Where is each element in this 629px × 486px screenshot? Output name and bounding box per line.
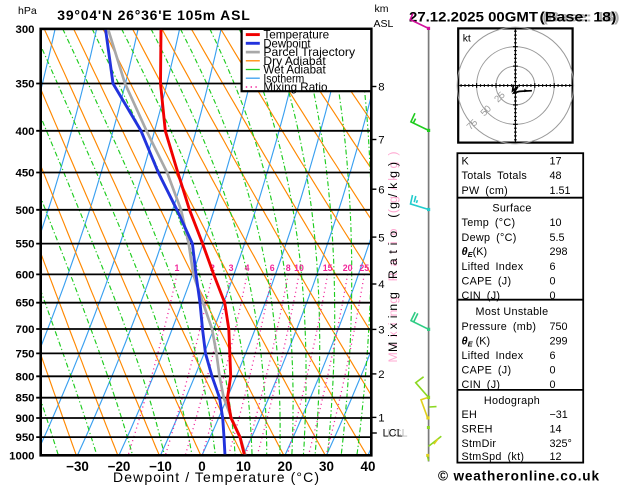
svg-text:Wet Adiabat: Wet Adiabat — [263, 63, 326, 77]
svg-text:27.12.2025 00GMT: 27.12.2025 00GMT — [409, 8, 538, 24]
svg-text:Most Unstable: Most Unstable — [476, 306, 549, 318]
svg-text:Dewpoint: Dewpoint — [263, 36, 311, 50]
svg-text:hPa: hPa — [18, 5, 37, 17]
svg-text:800: 800 — [15, 371, 34, 383]
svg-text:Temp (°C): Temp (°C) — [462, 217, 516, 229]
svg-text:15: 15 — [323, 263, 333, 273]
svg-text:EH: EH — [462, 409, 478, 421]
svg-text:Dewpoint / Temperature (°C): Dewpoint / Temperature (°C) — [113, 469, 319, 485]
svg-text:3: 3 — [378, 325, 384, 337]
svg-text:Dry Adiabat: Dry Adiabat — [263, 54, 326, 68]
svg-text:10: 10 — [236, 459, 251, 474]
svg-text:750: 750 — [15, 348, 34, 360]
svg-text:1: 1 — [175, 263, 180, 273]
svg-text:550: 550 — [15, 239, 34, 251]
svg-text:25: 25 — [359, 263, 369, 273]
svg-text:3: 3 — [229, 263, 234, 273]
svg-text:10: 10 — [294, 263, 304, 273]
svg-text:4: 4 — [245, 263, 250, 273]
svg-text:LCL: LCL — [383, 428, 403, 440]
svg-text:500: 500 — [15, 205, 34, 217]
svg-text:30: 30 — [319, 459, 334, 474]
svg-text:600: 600 — [15, 269, 34, 281]
svg-text:2: 2 — [378, 369, 384, 381]
svg-text:6: 6 — [550, 261, 556, 273]
svg-text:950: 950 — [15, 432, 34, 444]
svg-text:(Base: 18): (Base: 18) — [543, 9, 620, 25]
svg-text:6: 6 — [378, 184, 384, 196]
svg-text:−31: −31 — [550, 409, 568, 421]
svg-text:−30: −30 — [66, 459, 89, 474]
svg-text:0: 0 — [198, 459, 205, 474]
svg-text:SREH: SREH — [462, 424, 493, 436]
svg-text:0: 0 — [550, 276, 556, 288]
svg-text:700: 700 — [15, 324, 34, 336]
svg-text:StmSpd (kt): StmSpd (kt) — [462, 451, 525, 463]
svg-text:1.51: 1.51 — [550, 185, 571, 197]
svg-text:325°: 325° — [550, 438, 572, 450]
svg-text:0: 0 — [550, 379, 556, 391]
svg-text:Pressure (mb): Pressure (mb) — [462, 321, 537, 333]
svg-text:kt: kt — [463, 33, 471, 44]
svg-text:Dewp (°C): Dewp (°C) — [462, 232, 517, 244]
svg-text:CIN (J): CIN (J) — [462, 290, 501, 302]
svg-text:Parcel Trajectory: Parcel Trajectory — [263, 45, 355, 59]
svg-text:Surface: Surface — [492, 203, 531, 215]
svg-text:K: K — [462, 155, 470, 167]
svg-text:θE(K): θE(K) — [462, 246, 488, 259]
svg-text:ASL: ASL — [374, 18, 394, 30]
svg-text:12: 12 — [550, 451, 562, 463]
svg-text:5: 5 — [378, 232, 384, 244]
svg-text:Mixing Ratio: Mixing Ratio — [263, 80, 328, 94]
svg-text:900: 900 — [15, 413, 34, 425]
svg-text:0: 0 — [550, 290, 556, 302]
svg-text:0: 0 — [550, 364, 556, 376]
svg-text:CIN (J): CIN (J) — [462, 379, 501, 391]
svg-text:17: 17 — [550, 155, 562, 167]
svg-text:θE (K): θE (K) — [462, 336, 491, 349]
svg-text:350: 350 — [15, 79, 34, 91]
svg-text:Totals Totals: Totals Totals — [462, 170, 528, 182]
svg-text:40: 40 — [361, 459, 376, 474]
svg-text:14: 14 — [550, 424, 562, 436]
svg-text:CAPE (J): CAPE (J) — [462, 276, 512, 288]
svg-text:300: 300 — [15, 24, 34, 36]
svg-text:StmDir: StmDir — [462, 438, 497, 450]
svg-text:7: 7 — [378, 135, 384, 147]
svg-text:850: 850 — [15, 393, 34, 405]
svg-text:750: 750 — [550, 321, 568, 333]
svg-text:6: 6 — [270, 263, 275, 273]
svg-text:450: 450 — [15, 168, 34, 180]
svg-text:5.5: 5.5 — [550, 232, 565, 244]
svg-text:650: 650 — [15, 298, 34, 310]
svg-text:−20: −20 — [108, 459, 131, 474]
svg-text:299: 299 — [550, 336, 568, 348]
svg-text:10: 10 — [550, 217, 562, 229]
svg-text:Hodograph: Hodograph — [484, 395, 540, 407]
svg-text:6: 6 — [550, 350, 556, 362]
svg-text:© weatheronline.co.uk: © weatheronline.co.uk — [438, 469, 599, 484]
svg-text:Lifted Index: Lifted Index — [462, 261, 524, 273]
svg-text:Lifted Index: Lifted Index — [462, 350, 524, 362]
svg-text:1000: 1000 — [9, 450, 34, 462]
svg-text:km: km — [375, 3, 389, 15]
svg-text:20: 20 — [278, 459, 293, 474]
svg-text:400: 400 — [15, 126, 34, 138]
svg-text:39°04'N 26°36'E 105m ASL: 39°04'N 26°36'E 105m ASL — [57, 7, 250, 23]
svg-text:Isotherm: Isotherm — [263, 71, 304, 85]
svg-text:298: 298 — [550, 246, 568, 258]
svg-text:8: 8 — [378, 82, 384, 94]
svg-text:−10: −10 — [149, 459, 172, 474]
svg-text:8: 8 — [286, 263, 291, 273]
svg-text:20: 20 — [343, 263, 353, 273]
svg-text:PW (cm): PW (cm) — [462, 185, 509, 197]
svg-text:48: 48 — [550, 170, 562, 182]
svg-text:4: 4 — [378, 279, 384, 291]
svg-text:CAPE (J): CAPE (J) — [462, 364, 512, 376]
svg-text:(Base: 18): (Base: 18) — [540, 8, 617, 24]
svg-text:1: 1 — [378, 413, 384, 425]
svg-text:LCL: LCL — [388, 428, 408, 440]
svg-text:Temperature: Temperature — [263, 28, 329, 42]
